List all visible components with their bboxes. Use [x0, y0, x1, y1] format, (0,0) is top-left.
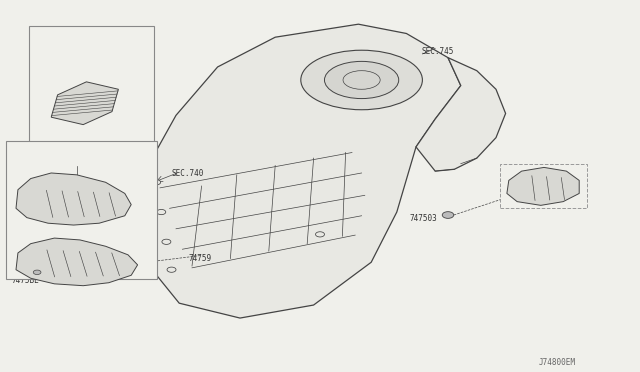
Text: J74800EM: J74800EM [538, 358, 575, 367]
Bar [29, 26, 154, 149]
Circle shape [152, 180, 161, 185]
Circle shape [157, 209, 166, 215]
Polygon shape [507, 167, 579, 205]
Text: HB.CAL: HB.CAL [12, 150, 39, 158]
Bar [500, 164, 587, 208]
Bar [6, 141, 157, 279]
Polygon shape [51, 82, 118, 125]
Circle shape [167, 267, 176, 272]
Text: 7475BE: 7475BE [12, 276, 39, 285]
Polygon shape [138, 24, 461, 318]
Circle shape [162, 239, 171, 244]
Polygon shape [16, 173, 131, 225]
Polygon shape [16, 238, 138, 286]
Circle shape [316, 232, 324, 237]
Text: 74759: 74759 [189, 254, 212, 263]
Ellipse shape [324, 61, 399, 99]
Text: SEC.740: SEC.740 [172, 169, 204, 178]
Text: 74759: 74759 [56, 164, 79, 173]
Circle shape [33, 270, 41, 275]
Text: 74882R: 74882R [58, 35, 85, 44]
Circle shape [442, 212, 454, 218]
Ellipse shape [301, 50, 422, 110]
Text: 74781: 74781 [525, 166, 548, 174]
Text: 747503: 747503 [410, 214, 437, 223]
Text: SEC.745: SEC.745 [421, 46, 454, 55]
Polygon shape [416, 58, 506, 171]
